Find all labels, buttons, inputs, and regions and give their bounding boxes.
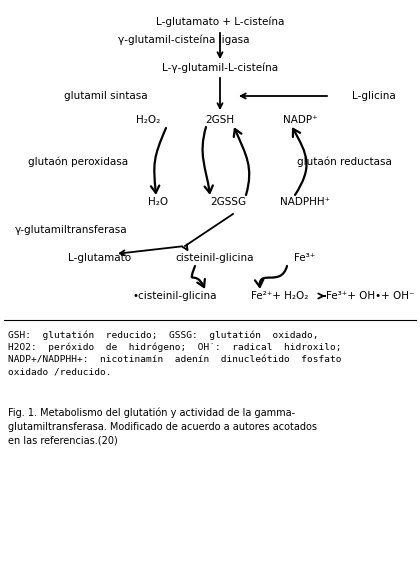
Text: H₂O₂: H₂O₂ [136,115,160,125]
FancyArrowPatch shape [202,127,213,193]
Text: Fe³⁺: Fe³⁺ [294,253,315,263]
Text: γ-glutamiltransferasa: γ-glutamiltransferasa [15,225,128,235]
Text: NADPHH⁺: NADPHH⁺ [280,197,330,207]
Text: Fe³⁺+ OH•+ OH⁻: Fe³⁺+ OH•+ OH⁻ [326,291,414,301]
Text: 2GSSG: 2GSSG [210,197,246,207]
FancyArrowPatch shape [293,129,307,195]
Text: H₂O: H₂O [148,197,168,207]
Text: NADP⁺: NADP⁺ [283,115,318,125]
Text: L-glutamato: L-glutamato [68,253,131,263]
Text: GSH:  glutatión  reducido;  GSSG:  glutatión  oxidado,
H2O2:  peróxido  de  hidr: GSH: glutatión reducido; GSSG: glutatión… [8,330,341,376]
Text: glutaón peroxidasa: glutaón peroxidasa [28,157,128,167]
Text: glutamil sintasa: glutamil sintasa [64,91,148,101]
Text: 2GSH: 2GSH [205,115,234,125]
FancyArrowPatch shape [234,129,249,195]
Text: Fe²⁺+ H₂O₂: Fe²⁺+ H₂O₂ [251,291,309,301]
Text: •cisteinil-glicina: •cisteinil-glicina [133,291,217,301]
Text: L-glutamato + L-cisteína: L-glutamato + L-cisteína [156,17,284,27]
Text: L-glicina: L-glicina [352,91,396,101]
Text: glutaón reductasa: glutaón reductasa [297,157,392,167]
FancyArrowPatch shape [192,266,205,287]
FancyArrowPatch shape [255,266,287,287]
Text: Fig. 1. Metabolismo del glutatión y actividad de la gamma-
glutamiltransferasa. : Fig. 1. Metabolismo del glutatión y acti… [8,408,317,445]
Text: L-γ-glutamil-L-cisteína: L-γ-glutamil-L-cisteína [162,63,278,73]
Text: γ-glutamil-cisteína ligasa: γ-glutamil-cisteína ligasa [118,35,249,45]
FancyArrowPatch shape [151,128,166,193]
Text: cisteinil-glicina: cisteinil-glicina [176,253,254,263]
